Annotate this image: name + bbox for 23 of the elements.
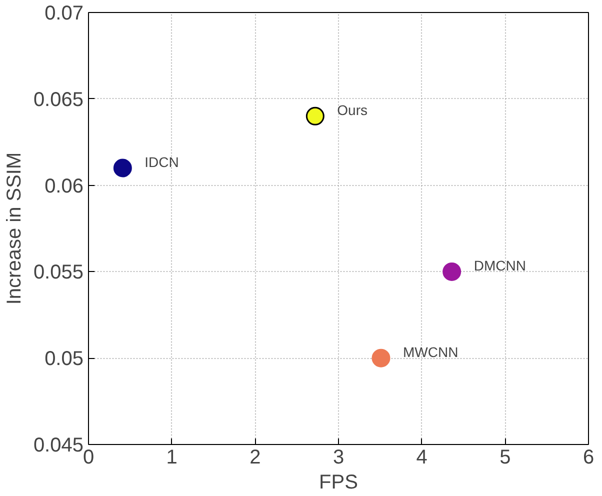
x-tick-label: 4 <box>416 446 428 468</box>
point <box>306 106 324 126</box>
series-label: MWCNN <box>403 344 458 360</box>
x-tick-label: 3 <box>332 446 344 468</box>
point <box>372 348 390 368</box>
y-axis-title: Increase in SSIM <box>3 152 26 305</box>
point <box>113 158 132 178</box>
x-tick-label: 0 <box>82 446 94 468</box>
series-label: DMCNN <box>474 258 526 274</box>
y-tick-label: 0.06 <box>44 175 84 198</box>
series-label: IDCN <box>144 154 179 170</box>
y-tick-label: 0.055 <box>33 262 84 284</box>
x-tick-label: 1 <box>166 446 178 468</box>
series-label: Ours <box>337 102 368 118</box>
point <box>442 262 462 281</box>
y-tick-label: 0.065 <box>33 88 84 111</box>
x-tick-label: 6 <box>582 446 594 468</box>
x-axis-title: FPS <box>319 472 358 494</box>
x-tick-label: 2 <box>250 446 261 468</box>
y-tick-label: 0.05 <box>44 348 84 370</box>
y-tick-label: 0.045 <box>33 434 84 456</box>
y-tick-label: 0.07 <box>44 2 84 24</box>
x-tick-label: 5 <box>500 446 511 468</box>
